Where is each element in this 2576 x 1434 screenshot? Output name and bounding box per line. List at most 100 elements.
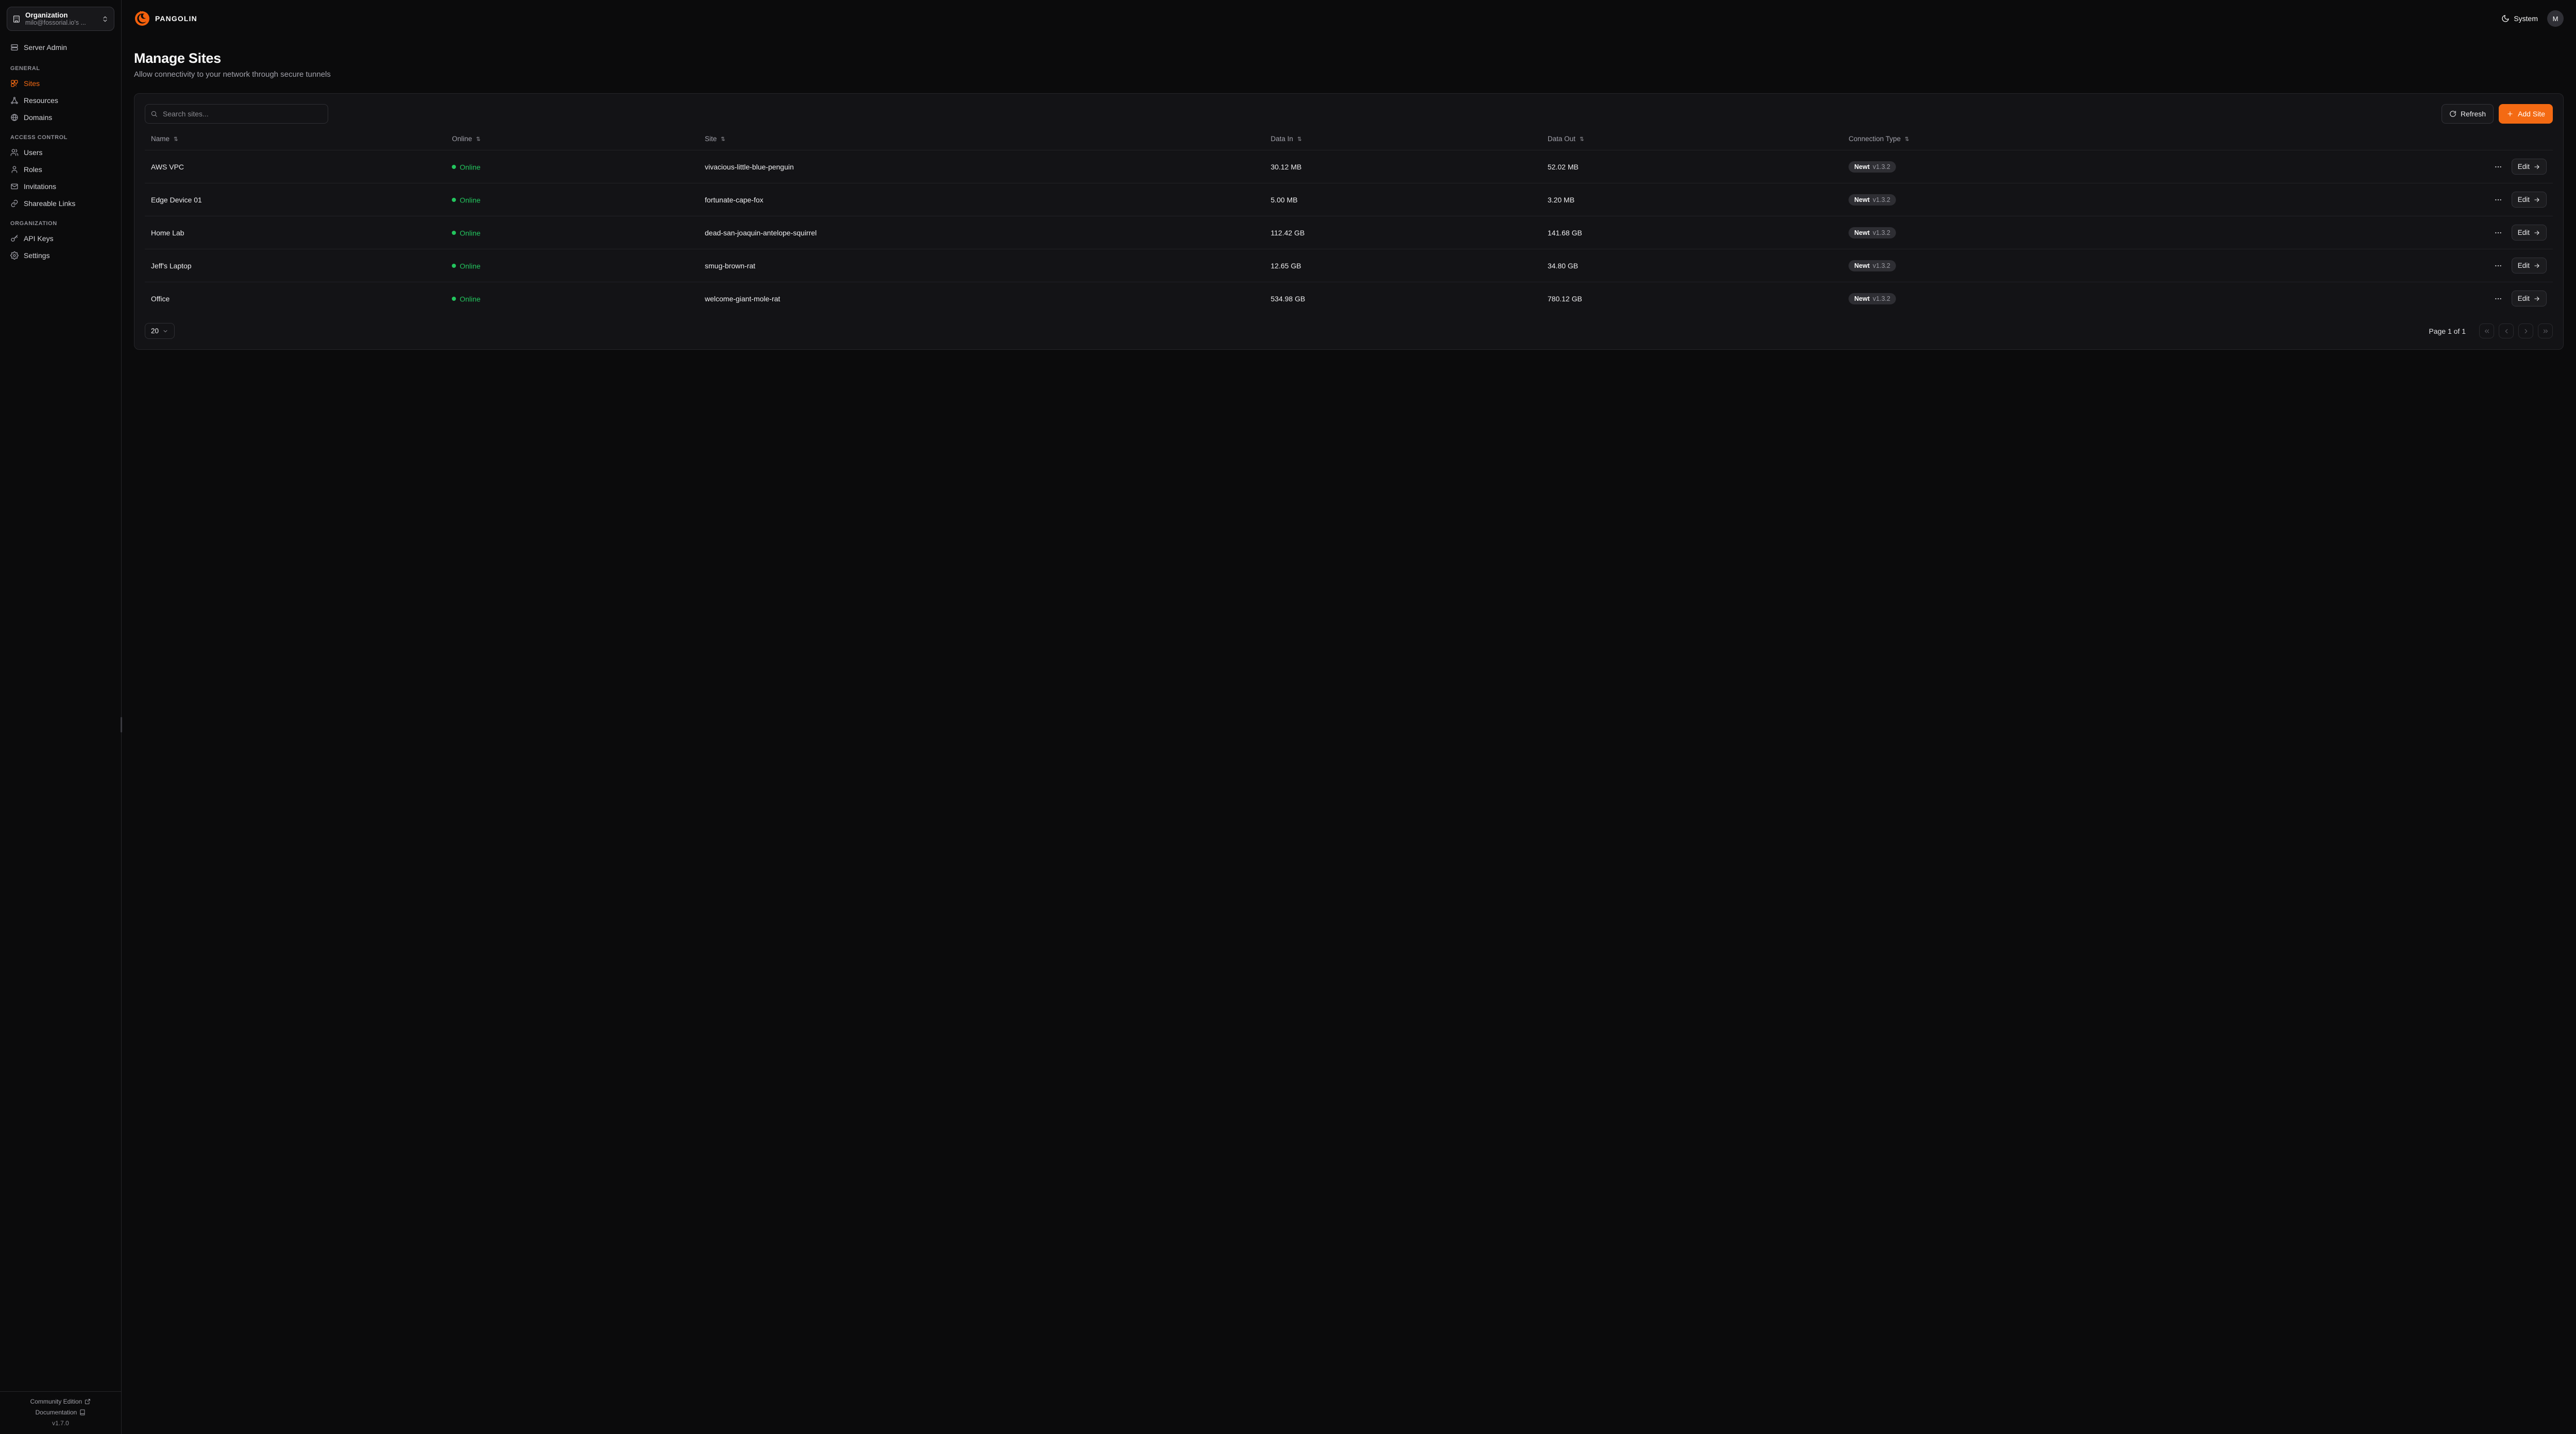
user-icon	[10, 165, 19, 174]
site-name: Home Lab	[145, 216, 446, 249]
documentation-link[interactable]: Documentation	[36, 1409, 86, 1416]
sidebar-item-settings[interactable]: Settings	[6, 247, 115, 264]
sidebar-item-invitations[interactable]: Invitations	[6, 178, 115, 195]
community-edition-label: Community Edition	[30, 1398, 82, 1405]
connection-version: v1.3.2	[1873, 229, 1891, 236]
sort-header-button[interactable]: Online	[452, 135, 482, 143]
refresh-label: Refresh	[2461, 110, 2486, 118]
site-data-out: 3.20 MB	[1541, 183, 1843, 216]
sidebar-item-sites[interactable]: Sites	[6, 75, 115, 92]
column-header: Connection Type	[1842, 131, 2264, 150]
documentation-label: Documentation	[35, 1409, 77, 1416]
row-menu-button[interactable]	[2492, 227, 2504, 239]
table-footer: 20 Page 1 of 1	[145, 323, 2553, 339]
row-menu-button[interactable]	[2492, 293, 2504, 305]
row-actions-cell: Edit	[2264, 282, 2553, 315]
site-online-status: Online	[446, 249, 699, 282]
sort-header-button[interactable]: Connection Type	[1849, 135, 1910, 143]
row-menu-button[interactable]	[2492, 260, 2504, 272]
edit-label: Edit	[2517, 163, 2530, 170]
pager-first-button[interactable]	[2479, 323, 2494, 338]
row-actions-cell: Edit	[2264, 150, 2553, 183]
edit-button[interactable]: Edit	[2511, 258, 2547, 274]
search-input[interactable]	[145, 104, 328, 124]
edit-button[interactable]: Edit	[2511, 192, 2547, 208]
sidebar-item-roles[interactable]: Roles	[6, 161, 115, 178]
arrow-right-icon	[2533, 262, 2540, 269]
topbar-right: System M	[2501, 10, 2564, 27]
table-row: Office Online welcome-giant-mole-rat 534.98…	[145, 282, 2553, 315]
site-data-out: 780.12 GB	[1541, 282, 1843, 315]
brand[interactable]: PANGOLIN	[134, 10, 197, 27]
pager: Page 1 of 1	[2429, 323, 2553, 338]
connection-version: v1.3.2	[1873, 295, 1891, 302]
column-header: Data Out	[1541, 131, 1842, 150]
community-edition-link[interactable]: Community Edition	[30, 1398, 91, 1405]
key-icon	[10, 234, 19, 243]
pager-prev-button[interactable]	[2499, 323, 2514, 338]
pager-last-button[interactable]	[2538, 323, 2553, 338]
connection-version: v1.3.2	[1873, 196, 1891, 203]
sidebar-item-shareable-links[interactable]: Shareable Links	[6, 195, 115, 212]
section-label: ORGANIZATION	[10, 220, 57, 227]
pager-next-button[interactable]	[2518, 323, 2533, 338]
edit-button[interactable]: Edit	[2511, 225, 2547, 241]
site-data-in: 534.98 GB	[1264, 282, 1541, 315]
refresh-icon	[2449, 110, 2456, 117]
theme-toggle-button[interactable]: System	[2501, 14, 2538, 23]
online-dot-icon	[452, 198, 456, 202]
sidebar-item-server-admin[interactable]: Server Admin	[6, 39, 115, 56]
org-selector-texts: Organization milo@fossorial.io's ...	[25, 11, 97, 26]
sort-header-button[interactable]: Name	[151, 135, 179, 143]
site-data-in: 112.42 GB	[1264, 216, 1541, 249]
avatar-initial: M	[2552, 14, 2558, 23]
topbar: PANGOLIN System M	[122, 0, 2576, 37]
row-menu-button[interactable]	[2492, 194, 2504, 206]
sidebar-item-users[interactable]: Users	[6, 144, 115, 161]
pager-first-icon	[2483, 328, 2490, 335]
sites-card: Refresh Add Site Name Online Site Data In Da…	[134, 93, 2564, 350]
book-icon	[79, 1409, 86, 1415]
page-size-select[interactable]: 20	[145, 323, 175, 339]
sort-header-button[interactable]: Data In	[1270, 135, 1303, 143]
sidebar-item-resources[interactable]: Resources	[6, 92, 115, 109]
column-header-label: Site	[705, 135, 717, 143]
site-data-out: 141.68 GB	[1541, 216, 1843, 249]
add-site-button[interactable]: Add Site	[2499, 104, 2553, 124]
connection-type-badge: Newt v1.3.2	[1849, 260, 1896, 271]
search-icon	[150, 110, 158, 117]
sidebar-item-domains[interactable]: Domains	[6, 109, 115, 126]
refresh-button[interactable]: Refresh	[2442, 104, 2494, 124]
org-selector[interactable]: Organization milo@fossorial.io's ...	[7, 7, 114, 31]
connection-version: v1.3.2	[1873, 262, 1891, 269]
sort-icon	[476, 136, 482, 142]
edit-button[interactable]: Edit	[2511, 291, 2547, 306]
column-header: Site	[699, 131, 1264, 150]
site-online-status: Online	[446, 183, 699, 216]
edit-button[interactable]: Edit	[2511, 159, 2547, 175]
sort-header-button[interactable]: Data Out	[1548, 135, 1585, 143]
avatar[interactable]: M	[2547, 10, 2564, 27]
pangolin-logo	[134, 10, 150, 27]
sidebar-resize-handle[interactable]	[121, 717, 122, 732]
edit-label: Edit	[2517, 295, 2530, 302]
ellipsis-icon	[2494, 229, 2502, 237]
online-dot-icon	[452, 231, 456, 235]
sort-icon	[173, 136, 179, 142]
sort-header-button[interactable]: Site	[705, 135, 726, 143]
pager-prev-icon	[2503, 328, 2510, 335]
arrow-right-icon	[2533, 229, 2540, 236]
connection-type-badge: Newt v1.3.2	[1849, 227, 1896, 238]
sidebar-nav-top: Server Admin	[0, 38, 121, 56]
section-label: ACCESS CONTROL	[10, 134, 67, 141]
connection-name: Newt	[1854, 229, 1870, 236]
sidebar-item-api-keys[interactable]: API Keys	[6, 230, 115, 247]
sidebar-item-label: Domains	[24, 113, 53, 122]
edit-label: Edit	[2517, 262, 2530, 269]
gear-icon	[10, 251, 19, 260]
page-title: Manage Sites	[134, 50, 221, 66]
column-header-label: Data Out	[1547, 135, 1575, 143]
sidebar-footer: Community Edition Documentation v1.7.0	[0, 1391, 121, 1434]
row-menu-button[interactable]	[2492, 161, 2504, 173]
site-online-status: Online	[446, 150, 699, 183]
